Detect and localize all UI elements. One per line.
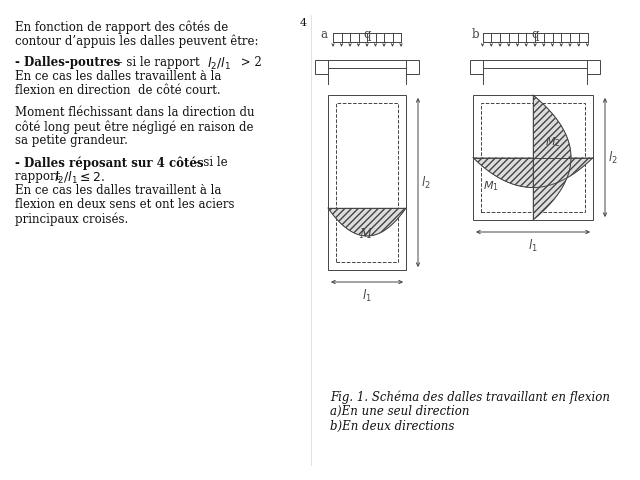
Bar (481, 103, 585, 212)
Text: contour d’appuis les dalles peuvent être:: contour d’appuis les dalles peuvent être… (15, 34, 259, 48)
Text: 4: 4 (300, 18, 307, 28)
Text: $\mathbf{\mathit{l_2/l_1 \leq 2}}$.: $\mathbf{\mathit{l_2/l_1 \leq 2}}$. (54, 170, 105, 186)
Text: – si le: – si le (190, 156, 228, 169)
Bar (587, 60, 600, 74)
Bar (406, 60, 419, 74)
Text: principaux croisés.: principaux croisés. (15, 212, 128, 226)
Text: $M_2$: $M_2$ (545, 135, 561, 149)
Text: q: q (364, 28, 371, 41)
Text: flexion en direction  de côté court.: flexion en direction de côté court. (15, 84, 221, 97)
Text: rapport: rapport (15, 170, 64, 183)
Bar (336, 103, 398, 262)
Text: $M_1$: $M_1$ (483, 180, 499, 193)
Text: b)En deux directions: b)En deux directions (330, 420, 454, 433)
Bar (328, 95, 406, 270)
Text: Fig. 1. Schéma des dalles travaillant en flexion: Fig. 1. Schéma des dalles travaillant en… (330, 390, 610, 404)
Text: a: a (320, 28, 327, 41)
Text: En ce cas les dalles travaillent à la: En ce cas les dalles travaillent à la (15, 184, 221, 197)
Text: sa petite grandeur.: sa petite grandeur. (15, 134, 128, 147)
Text: $l_2$: $l_2$ (608, 149, 618, 166)
Text: $l_2$: $l_2$ (421, 174, 431, 191)
Text: q: q (531, 28, 539, 41)
Text: $\mathit{l_2/l_1}$: $\mathit{l_2/l_1}$ (207, 56, 231, 72)
Bar (328, 60, 406, 68)
Bar (473, 95, 593, 220)
Text: Moment fléchissant dans la direction du: Moment fléchissant dans la direction du (15, 106, 255, 119)
Text: $l_1$: $l_1$ (362, 288, 372, 304)
Text: En fonction de rapport des côtés de: En fonction de rapport des côtés de (15, 20, 228, 34)
Text: flexion en deux sens et ont les aciers: flexion en deux sens et ont les aciers (15, 198, 234, 211)
Text: côté long peut être négligé en raison de: côté long peut être négligé en raison de (15, 120, 253, 133)
Text: M: M (359, 228, 371, 241)
Text: $l_1$: $l_1$ (528, 238, 538, 254)
Text: – si le rapport: – si le rapport (113, 56, 200, 69)
Bar (315, 60, 328, 74)
Text: b: b (472, 28, 479, 41)
Text: - Dalles-poutres: - Dalles-poutres (15, 56, 120, 69)
Bar (483, 60, 587, 68)
Bar (470, 60, 483, 74)
Text: - Dalles réposant sur 4 côtés: - Dalles réposant sur 4 côtés (15, 156, 204, 169)
Text: En ce cas les dalles travaillent à la: En ce cas les dalles travaillent à la (15, 70, 221, 83)
Text: > 2: > 2 (237, 56, 262, 69)
Text: a)En une seul direction: a)En une seul direction (330, 405, 470, 418)
